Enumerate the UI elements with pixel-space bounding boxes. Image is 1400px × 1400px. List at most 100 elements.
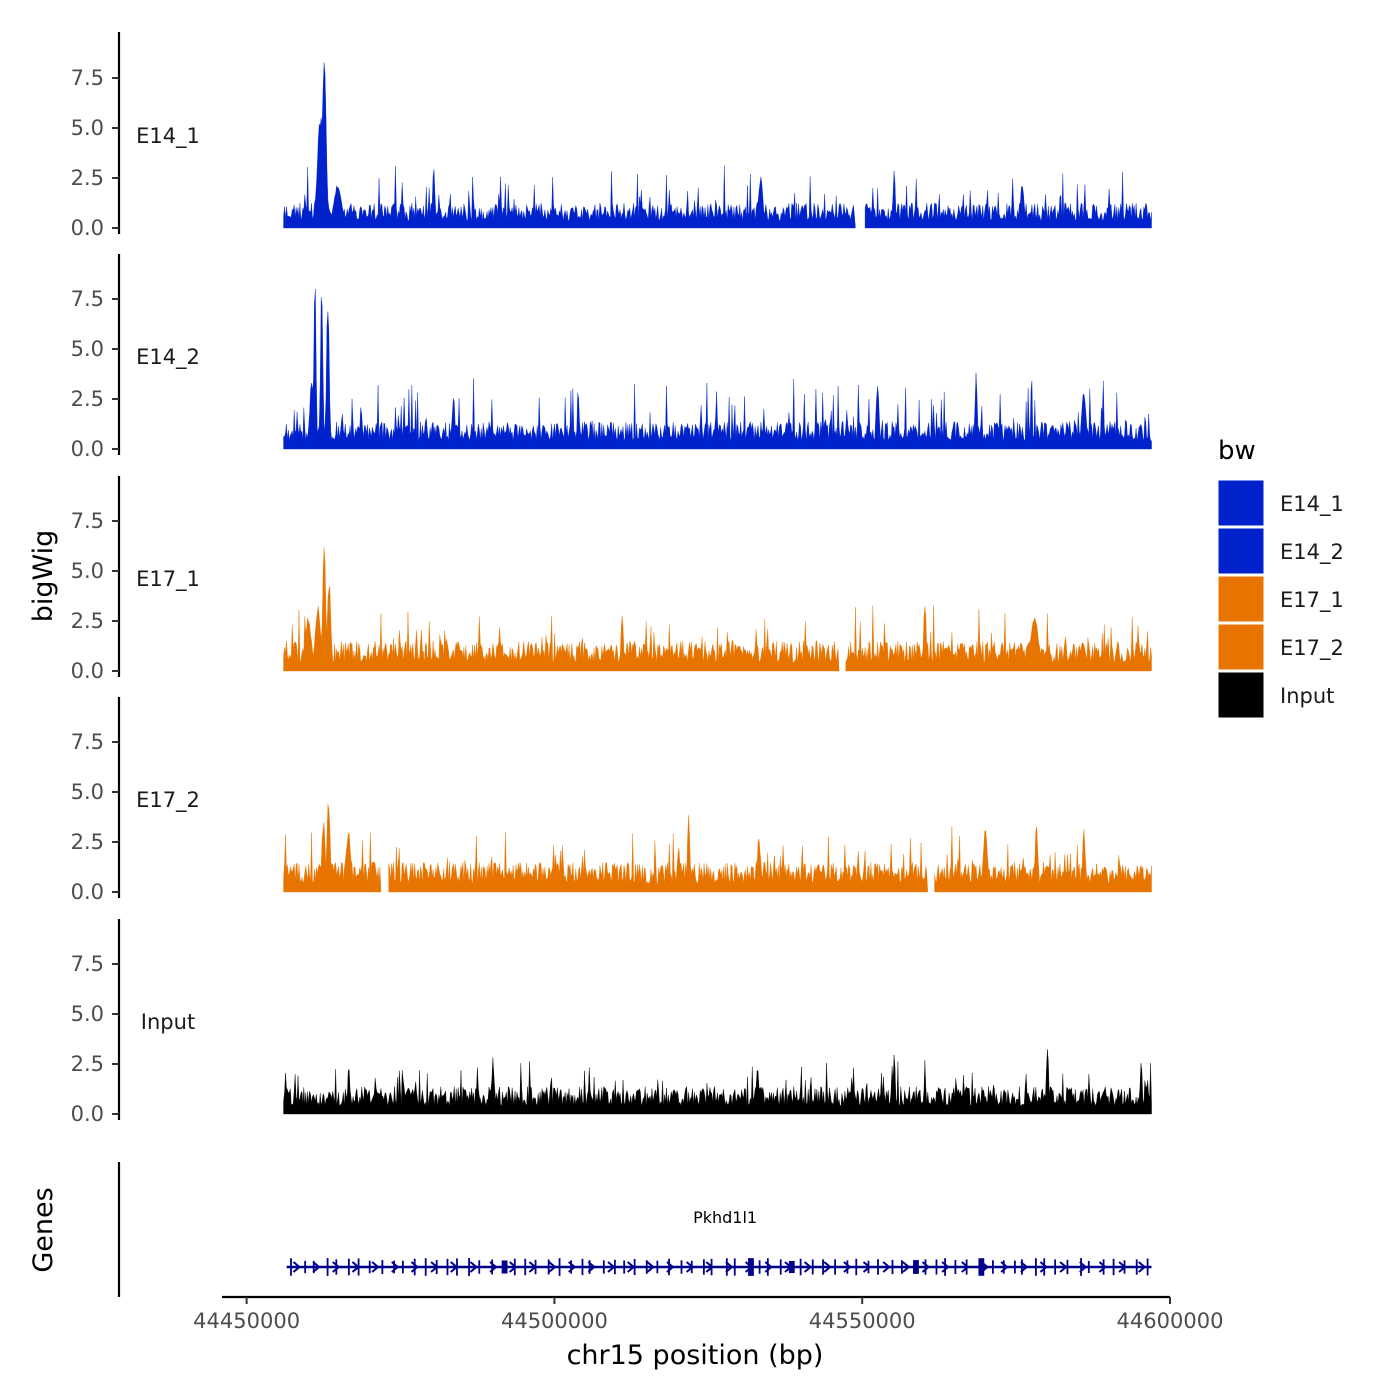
legend-label: Input — [1280, 684, 1334, 708]
strand-arrow — [882, 1261, 891, 1273]
y-tick-label: 7.5 — [71, 952, 104, 976]
legend-item-E17_2: E17_2 — [1217, 623, 1344, 671]
track-label: E17_2 — [136, 788, 200, 813]
track-E14_2: 0.0 2.5 5.0 7.5 E14_2 — [71, 254, 1152, 461]
signal-area — [283, 547, 1152, 672]
strand-arrow — [430, 1261, 439, 1273]
strand-arrow — [646, 1261, 655, 1273]
gene-exon — [702, 1259, 705, 1275]
signal-area — [283, 288, 1152, 450]
legend-item-E17_1: E17_1 — [1217, 575, 1344, 623]
strand-arrow — [902, 1261, 911, 1273]
y-tick-label: 5.0 — [71, 780, 104, 804]
gene-exon — [558, 1258, 561, 1276]
x-tick-label: 44550000 — [809, 1309, 916, 1333]
strand-arrow — [626, 1261, 636, 1273]
strand-arrow — [391, 1261, 400, 1273]
gene-exon — [1013, 1260, 1016, 1274]
gene-exon — [900, 1260, 903, 1274]
gene-exon — [799, 1258, 802, 1276]
gene-exon — [501, 1260, 508, 1274]
gene-exon — [393, 1260, 396, 1274]
gene-exon — [1112, 1258, 1115, 1276]
gene-exon — [424, 1258, 427, 1276]
y-tick-label: 5.0 — [71, 116, 104, 140]
y-tick-label: 7.5 — [71, 287, 104, 311]
y-tick-label: 2.5 — [71, 609, 104, 633]
legend-swatch — [1217, 623, 1265, 671]
strand-arrow — [685, 1261, 695, 1273]
strand-arrow — [371, 1261, 380, 1273]
track-label: Input — [141, 1010, 195, 1034]
legend-label: E17_1 — [1280, 588, 1344, 613]
gene-exon — [978, 1258, 985, 1276]
strand-arrow — [803, 1261, 813, 1273]
gene-exon — [290, 1258, 292, 1276]
gene-exon — [304, 1260, 307, 1274]
gene-exon — [913, 1260, 919, 1274]
legend-swatch — [1217, 479, 1265, 527]
gene-exon — [547, 1259, 550, 1275]
x-tick-label: 44450000 — [193, 1309, 300, 1333]
y-tick-label: 7.5 — [71, 509, 104, 533]
strand-arrow — [568, 1261, 577, 1273]
x-tick-label: 44600000 — [1117, 1309, 1224, 1333]
y-tick-label: 7.5 — [71, 66, 104, 90]
gene-exon — [766, 1258, 769, 1276]
track-label: E14_1 — [136, 124, 200, 149]
strand-arrow — [843, 1261, 852, 1273]
track-label: E17_1 — [136, 567, 200, 592]
track-label: E14_2 — [136, 345, 200, 370]
strand-arrow — [332, 1261, 341, 1273]
y-tick-label: 0.0 — [71, 659, 104, 683]
gene-exon — [588, 1260, 591, 1274]
strand-arrow — [1059, 1261, 1068, 1273]
gene-exon — [1021, 1259, 1023, 1275]
strand-arrow — [489, 1261, 498, 1273]
strand-arrow — [666, 1261, 675, 1273]
strand-arrow — [744, 1261, 754, 1273]
legend-item-Input: Input — [1217, 671, 1334, 719]
x-axis: 44450000 44500000 44550000 44600000 — [193, 1295, 1224, 1333]
gene-exon — [468, 1258, 470, 1276]
legend-title: bw — [1218, 436, 1256, 466]
y-tick-label: 5.0 — [71, 559, 104, 583]
gene-exon — [368, 1260, 371, 1274]
y-tick-label: 5.0 — [71, 337, 104, 361]
strand-arrow — [528, 1261, 537, 1273]
legend-item-E14_2: E14_2 — [1217, 527, 1344, 575]
gene-exon — [602, 1260, 605, 1274]
strand-arrow — [292, 1261, 302, 1273]
strand-arrow — [980, 1261, 990, 1273]
y-tick-label: 2.5 — [71, 1052, 104, 1076]
strand-arrow — [1039, 1261, 1048, 1273]
gene-exon — [954, 1260, 957, 1274]
gene-exon — [656, 1260, 659, 1274]
track-E14_1: 0.0 2.5 5.0 7.5 E14_1 — [71, 32, 1152, 240]
gene-exon — [491, 1259, 494, 1275]
legend: bw E14_1 E14_2 E17_1 E17_2 Input — [1217, 436, 1344, 719]
strand-arrow — [764, 1261, 773, 1273]
strand-arrow — [469, 1261, 478, 1273]
legend-item-E14_1: E14_1 — [1217, 479, 1344, 527]
strand-arrow — [1079, 1261, 1088, 1273]
gene-exon — [1102, 1259, 1105, 1275]
gene-exon — [924, 1259, 927, 1275]
strand-arrow — [509, 1261, 518, 1273]
gene-track: Pkhd1l1 — [117, 1162, 1152, 1297]
gene-exon — [524, 1258, 527, 1276]
gene-exon — [834, 1259, 837, 1275]
strand-arrow — [1000, 1261, 1009, 1273]
gene-exon — [1135, 1259, 1138, 1275]
track-E17_1: 0.0 2.5 5.0 7.5 E17_1 — [71, 476, 1152, 683]
strand-arrow — [1138, 1261, 1147, 1273]
y-tick-label: 2.5 — [71, 830, 104, 854]
gene-exon — [581, 1258, 584, 1276]
gene-exon — [668, 1258, 670, 1276]
strand-arrow — [725, 1261, 734, 1273]
gene-exon — [822, 1259, 824, 1275]
strand-arrow — [784, 1261, 793, 1273]
x-axis-title: chr15 position (bp) — [567, 1340, 824, 1371]
gene-exon — [877, 1259, 879, 1275]
track-Input: 0.0 2.5 5.0 7.5 Input — [71, 919, 1152, 1126]
